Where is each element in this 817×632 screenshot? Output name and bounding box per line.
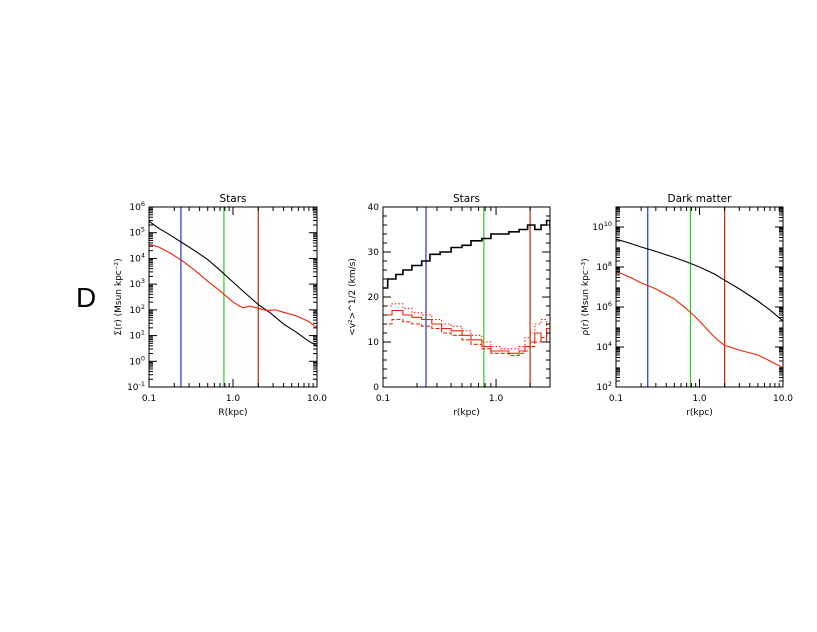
y-tick-label: 108 bbox=[596, 260, 612, 273]
y-tick-label: 102 bbox=[129, 303, 145, 316]
chart-title: Stars bbox=[453, 193, 480, 205]
y-tick-label: 20 bbox=[368, 293, 380, 303]
chart-title: Dark matter bbox=[668, 193, 733, 205]
series-group bbox=[383, 219, 550, 357]
y-axis-label: Σ(r) (Msun kpc⁻²) bbox=[114, 258, 124, 335]
axes-frame bbox=[615, 206, 784, 388]
chart-3: 0.1 1.0 10.0 102 104 106 108 1010 Dark matter r(k… bbox=[581, 193, 793, 418]
x-tick-label: 10.0 bbox=[307, 394, 327, 404]
y-tick-label: 105 bbox=[129, 226, 145, 239]
y-tick-label: 100 bbox=[129, 354, 145, 367]
series-group bbox=[616, 238, 783, 369]
series-line bbox=[616, 270, 783, 369]
chart-2: 0.1 1.0 0 10 20 30 40 Stars r(kpc) <v²>^1/2 (km/s… bbox=[348, 193, 551, 418]
series-line bbox=[383, 219, 550, 289]
x-tick-label: 10.0 bbox=[773, 394, 793, 404]
series-line bbox=[616, 238, 783, 322]
x-tick-label: 0.1 bbox=[142, 394, 156, 404]
series-line bbox=[383, 318, 550, 357]
x-axis-label: r(kpc) bbox=[453, 408, 480, 418]
y-tick-label: 104 bbox=[596, 340, 612, 353]
x-tick-label: 1.0 bbox=[692, 394, 707, 404]
series-line bbox=[149, 243, 317, 329]
x-axis-label: r(kpc) bbox=[686, 408, 713, 418]
y-axis-label: <v²>^1/2 (km/s) bbox=[348, 258, 358, 336]
y-tick-label: 101 bbox=[129, 329, 145, 342]
chart-title: Stars bbox=[219, 193, 246, 205]
y-tick-label: 106 bbox=[596, 300, 612, 313]
chart-1: 0.1 1.0 10.0 10-1 100 101 102 103 104 105 106 Stars… bbox=[114, 193, 327, 418]
axes-frame bbox=[148, 206, 318, 388]
x-tick-label: 1.0 bbox=[226, 394, 241, 404]
series-group bbox=[149, 220, 317, 347]
y-tick-label: 10-1 bbox=[127, 380, 145, 393]
y-tick-label: 1010 bbox=[592, 220, 612, 233]
y-tick-label: 102 bbox=[596, 380, 612, 393]
y-tick-label: 40 bbox=[368, 203, 380, 213]
series-line bbox=[383, 309, 550, 354]
y-tick-label: 103 bbox=[129, 277, 145, 290]
axes-frame bbox=[382, 206, 551, 388]
x-tick-label: 0.1 bbox=[609, 394, 623, 404]
panel-label: D bbox=[76, 282, 97, 313]
y-tick-label: 0 bbox=[373, 383, 379, 393]
y-tick-label: 30 bbox=[368, 248, 380, 258]
y-tick-label: 104 bbox=[129, 251, 145, 264]
series-line bbox=[149, 220, 317, 347]
series-line bbox=[383, 303, 550, 350]
y-tick-label: 106 bbox=[129, 200, 145, 213]
x-tick-label: 0.1 bbox=[376, 394, 390, 404]
x-tick-label: 1.0 bbox=[489, 394, 504, 404]
y-axis-label: ρ(r) (Msun kpc⁻³) bbox=[581, 258, 591, 335]
x-axis-label: R(kpc) bbox=[218, 408, 247, 418]
y-tick-label: 10 bbox=[368, 338, 380, 348]
